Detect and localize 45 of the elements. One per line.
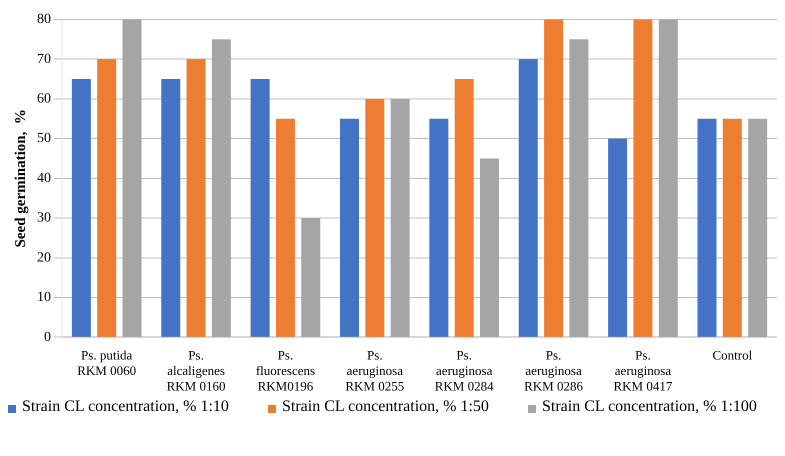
x-tick-label: Ps. aeruginosa RKM 0284 [434,347,494,394]
bar [658,19,678,337]
legend-label: Strain CL concentration, % 1:100 [542,398,757,416]
y-tick-label: 70 [37,52,51,67]
bar [276,118,295,337]
y-tick-label: 60 [37,92,51,107]
bar [633,19,652,337]
legend-label: Strain CL concentration, % 1:10 [22,398,229,416]
bar [390,98,410,337]
x-tick-label: Ps. putida RKM 0060 [77,347,136,378]
y-axis-title: Seed germination, % [12,109,29,248]
y-tick-label: 0 [44,330,51,345]
y-tick-label: 20 [37,250,51,266]
bar [72,78,91,337]
bar [122,19,142,337]
y-tick-label: 30 [37,210,51,226]
y-tick-label: 10 [37,290,51,306]
bar [97,59,116,337]
x-tick-label: Ps. aeruginosa RKM 0286 [524,347,584,394]
bar [454,78,474,337]
bar [748,118,768,337]
legend-label: Strain CL concentration, % 1:50 [282,398,489,416]
x-tick-label: Ps. fluorescens RKM0196 [256,347,316,394]
y-tick-label: 80 [37,12,51,28]
bar [301,218,320,337]
y-tick-label: 40 [37,170,51,186]
x-tick-label: Ps. alcaligenes RKM 0160 [166,347,226,394]
bar [429,118,448,337]
bar [250,78,270,337]
bar [212,39,231,337]
bar [340,118,359,337]
x-tick-label: Control [712,347,753,362]
bar [161,78,180,337]
y-tick-label: 50 [37,131,51,146]
bar [480,158,500,337]
bar [569,39,588,337]
bar [608,138,628,337]
bar [365,98,384,337]
bar [722,118,742,337]
bar [544,19,564,337]
bar [518,59,538,337]
bar [186,59,206,337]
bar [697,118,716,337]
x-tick-label: Ps. aeruginosa RKM 0417 [614,347,673,394]
x-tick-label: Ps. aeruginosa RKM 0255 [345,347,404,394]
